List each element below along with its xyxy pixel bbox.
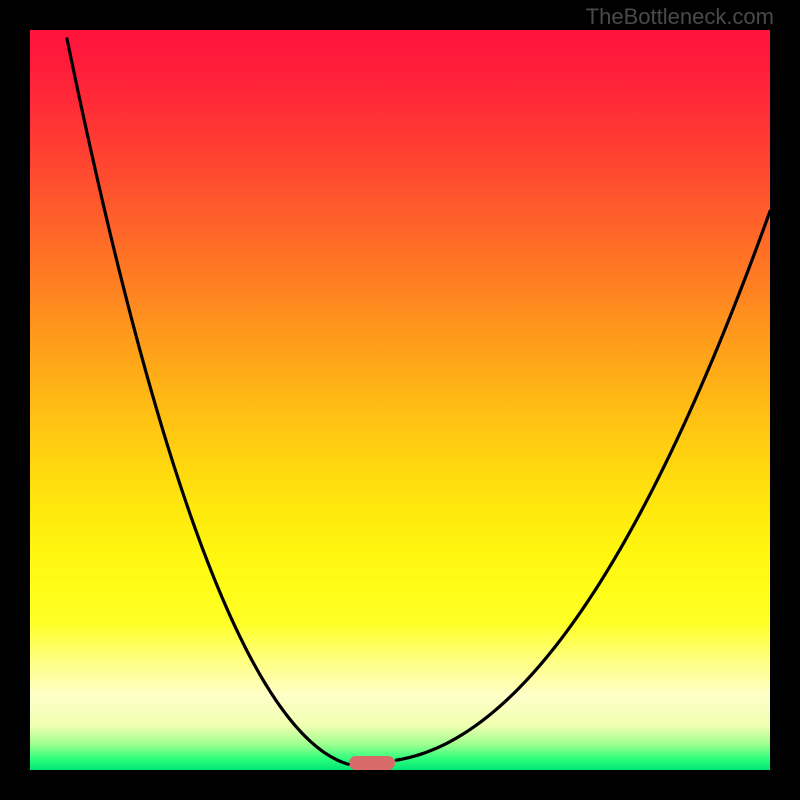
watermark-text: TheBottleneck.com — [586, 4, 774, 30]
bottleneck-curve — [30, 30, 770, 770]
curve-path — [67, 39, 770, 764]
plot-area — [30, 30, 770, 770]
